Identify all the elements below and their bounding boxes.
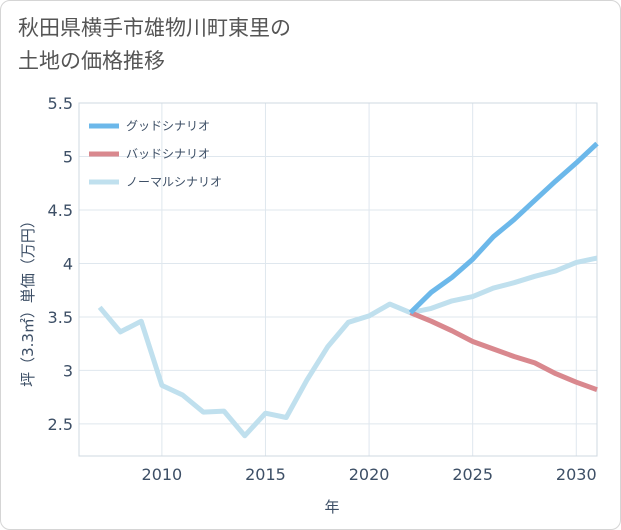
series-layer <box>97 141 599 439</box>
y-tick-label: 5 <box>63 147 73 166</box>
x-tick-label: 2030 <box>556 465 597 484</box>
legend-label-2: ノーマルシナリオ <box>126 175 222 189</box>
y-tick-label: 4 <box>63 254 73 273</box>
y-tick-label: 4.5 <box>48 201 73 220</box>
y-tick-label: 2.5 <box>48 415 73 434</box>
y-axis-label: 坪（3.3㎡）単価（万円） <box>19 213 37 387</box>
series-line-2 <box>97 255 598 439</box>
legend-label-1: バッドシナリオ <box>126 147 210 161</box>
chart-title: 秋田県横手市雄物川町東里の 土地の価格推移 <box>18 12 438 78</box>
axis-ticks: 2010 2015 2020 2025 2030 2.5 3 3.5 4 4.5 5 5.5 <box>48 94 597 484</box>
chart-title-line-1: 秋田県横手市雄物川町東里の <box>18 16 291 40</box>
y-tick-label: 5.5 <box>48 94 73 113</box>
x-axis-label: 年 <box>324 498 339 516</box>
series-line-0 <box>408 141 599 315</box>
chart-title-line-2: 土地の価格推移 <box>18 49 165 73</box>
y-tick-label: 3.5 <box>48 308 73 327</box>
x-tick-label: 2015 <box>245 465 286 484</box>
legend-label-0: グッドシナリオ <box>126 119 210 133</box>
x-tick-label: 2025 <box>452 465 493 484</box>
y-tick-label: 3 <box>63 361 73 380</box>
x-tick-label: 2020 <box>349 465 390 484</box>
series-line-1 <box>409 310 598 393</box>
x-tick-label: 2010 <box>142 465 183 484</box>
plot-frame <box>78 102 598 457</box>
